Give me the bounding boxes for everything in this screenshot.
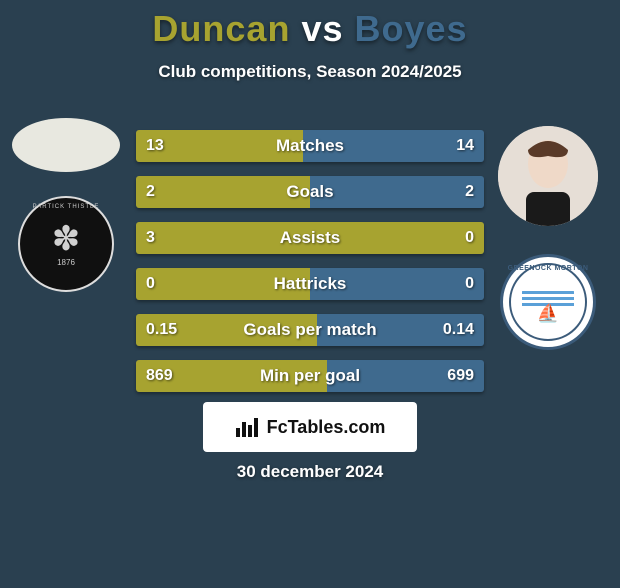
stat-seg-left <box>136 176 310 208</box>
stat-row: Goals per match0.150.14 <box>136 314 484 346</box>
comparison-subtitle: Club competitions, Season 2024/2025 <box>0 62 620 82</box>
club1-year: 1876 <box>57 258 75 267</box>
stat-seg-left <box>136 268 310 300</box>
stat-value-left: 2 <box>146 176 155 208</box>
stat-value-right: 0.14 <box>443 314 474 346</box>
stat-value-right: 699 <box>447 360 474 392</box>
stat-value-left: 0.15 <box>146 314 177 346</box>
club2-ring-text: GREENOCK MORTON <box>508 265 589 272</box>
stat-row: Matches1314 <box>136 130 484 162</box>
club1-ring-text: PARTICK THISTLE <box>33 204 100 210</box>
stat-row: Goals22 <box>136 176 484 208</box>
stat-value-left: 0 <box>146 268 155 300</box>
right-column: GREENOCK MORTON ⛵ <box>492 126 604 350</box>
stat-seg-right <box>310 268 484 300</box>
stat-bars: Matches1314Goals22Assists30Hattricks00Go… <box>136 130 484 392</box>
person-icon <box>498 126 598 226</box>
stat-value-left: 869 <box>146 360 173 392</box>
player2-name: Boyes <box>355 8 468 49</box>
player2-avatar <box>498 126 598 226</box>
stat-value-left: 13 <box>146 130 164 162</box>
chart-bars-icon <box>235 416 261 438</box>
club1-badge: PARTICK THISTLE ✽ 1876 <box>18 196 114 292</box>
stat-seg-right <box>310 176 484 208</box>
stat-value-right: 2 <box>465 176 474 208</box>
stat-value-right: 0 <box>465 222 474 254</box>
source-badge: FcTables.com <box>203 402 417 452</box>
source-text: FcTables.com <box>267 417 386 438</box>
date-line: 30 december 2024 <box>0 462 620 482</box>
comparison-title: Duncan vs Boyes <box>0 8 620 50</box>
stat-row: Min per goal869699 <box>136 360 484 392</box>
stat-value-right: 0 <box>465 268 474 300</box>
thistle-icon: ✽ <box>52 222 81 256</box>
left-column: PARTICK THISTLE ✽ 1876 <box>6 118 126 292</box>
stat-row: Hattricks00 <box>136 268 484 300</box>
stat-row: Assists30 <box>136 222 484 254</box>
player1-avatar <box>12 118 120 172</box>
player1-name: Duncan <box>152 8 290 49</box>
stat-value-left: 3 <box>146 222 155 254</box>
stat-seg-left <box>136 222 484 254</box>
title-vs: vs <box>301 8 343 49</box>
club2-badge: GREENOCK MORTON ⛵ <box>500 254 596 350</box>
stat-value-right: 14 <box>456 130 474 162</box>
